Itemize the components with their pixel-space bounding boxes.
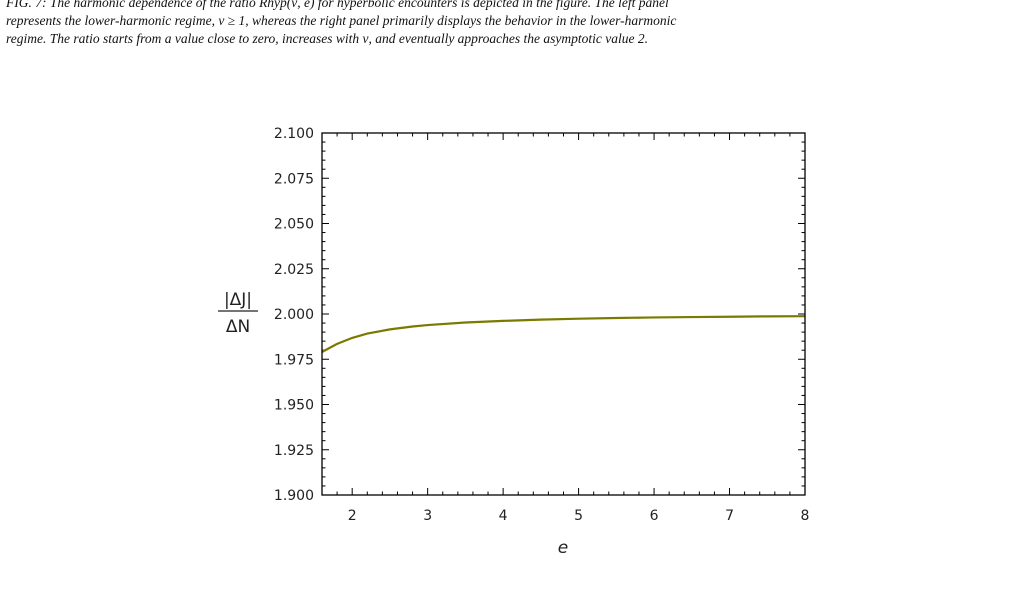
caption-line-3: regime. The ratio starts from a value cl… — [6, 31, 649, 46]
y-tick-label: 1.950 — [274, 398, 314, 414]
y-tick-label: 2.100 — [274, 126, 314, 142]
y-tick-label: 2.000 — [274, 307, 314, 323]
caption-line-1: FIG. 7: The harmonic dependence of the r… — [6, 0, 669, 10]
x-tick-label: 4 — [499, 508, 508, 524]
y-axis-label-numerator: |ΔJ| — [224, 290, 252, 310]
y-tick-label: 2.025 — [274, 262, 314, 278]
x-tick-label: 5 — [574, 508, 583, 524]
plot-frame — [321, 132, 806, 496]
y-axis-label-denominator: ΔN — [226, 317, 250, 337]
tick-labels: 2 3 4 5 6 7 8 1.900 1.925 1.950 1.975 2.000 2.025 2.0… — [274, 126, 810, 524]
x-axis-label: e — [558, 538, 568, 558]
series-line — [321, 315, 806, 353]
y-tick-label: 1.975 — [274, 352, 314, 368]
x-tick-label: 6 — [650, 508, 659, 524]
y-tick-label: 2.050 — [274, 217, 314, 233]
y-tick-label: 1.900 — [274, 488, 314, 504]
axis-ticks — [321, 132, 806, 496]
y-tick-label: 1.925 — [274, 443, 314, 459]
y-tick-label: 2.075 — [274, 171, 314, 187]
x-tick-label: 3 — [423, 508, 432, 524]
x-tick-label: 2 — [348, 508, 357, 524]
figure-caption: FIG. 7: The harmonic dependence of the r… — [6, 0, 1024, 48]
y-axis-label: |ΔJ| ΔN — [218, 290, 258, 337]
x-tick-label: 7 — [725, 508, 734, 524]
caption-line-2: represents the lower-harmonic regime, ν … — [6, 13, 677, 28]
x-tick-label: 8 — [801, 508, 810, 524]
